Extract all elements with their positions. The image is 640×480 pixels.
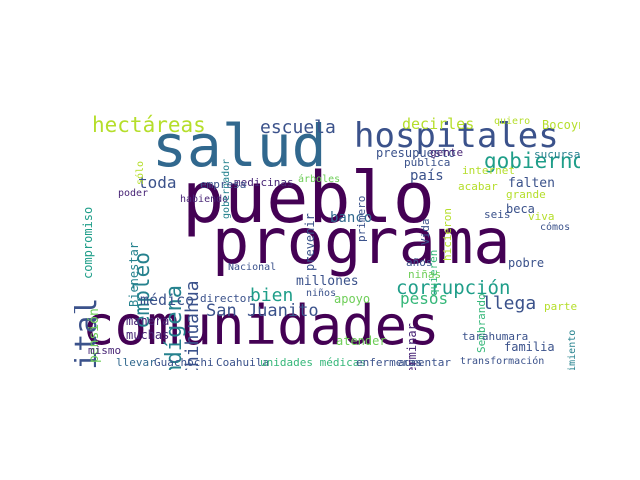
cloud-word: internet	[462, 164, 515, 177]
cloud-word: sucursales	[534, 148, 580, 161]
cloud-word: pueblo	[182, 157, 435, 239]
cloud-word: mantenimiento	[567, 329, 578, 370]
cloud-word: prevenir	[303, 213, 317, 271]
cloud-word: tarahumara	[462, 330, 529, 343]
cloud-word: llega	[482, 293, 537, 314]
cloud-word: Vida	[419, 218, 432, 246]
cloud-word: banco	[330, 210, 373, 226]
cloud-word: compromiso	[81, 206, 95, 279]
cloud-word: llevar	[116, 356, 156, 369]
cloud-word: Guachochi	[154, 356, 214, 369]
cloud-word: San Juanito	[206, 301, 319, 321]
cloud-word: Sembrando	[475, 292, 488, 353]
word-cloud: pueblo programa comunidades salud hospitales…	[74, 107, 580, 370]
cloud-word: poder	[118, 188, 149, 199]
cloud-word: decirles	[402, 115, 475, 133]
cloud-word: grande	[506, 188, 546, 201]
cloud-word: primero	[355, 195, 368, 242]
cloud-word: pobre	[508, 256, 545, 270]
cloud-word: niños	[306, 288, 337, 299]
cloud-word: terminar	[405, 323, 419, 370]
cloud-word: beca	[506, 202, 535, 216]
cloud-word: empresa	[200, 178, 247, 191]
cloud-word: atender	[336, 334, 387, 348]
cloud-word: Bienestar	[127, 241, 141, 307]
cloud-word: pública	[404, 156, 451, 169]
cloud-word: hicieron	[441, 208, 454, 261]
cloud-word: parte	[544, 300, 578, 313]
cloud-word: apoyo	[334, 292, 371, 306]
cloud-word: cómos	[540, 222, 571, 233]
cloud-word: árboles	[298, 174, 341, 185]
cloud-word: corrupción	[396, 277, 511, 299]
cloud-word: sólo	[135, 160, 146, 185]
cloud-word: niñas	[408, 268, 442, 281]
cloud-word: director	[200, 292, 253, 305]
cloud-word: gente	[430, 146, 464, 159]
cloud-word: país	[410, 168, 444, 184]
cloud-word: programa	[212, 205, 511, 278]
cloud-word: viva	[528, 210, 555, 223]
cloud-word: muchas	[126, 328, 170, 342]
cloud-word: escuela	[260, 117, 336, 138]
cloud-word: años	[406, 256, 433, 269]
cloud-word: enfermeras	[356, 356, 423, 369]
cloud-word: acabar	[458, 180, 498, 193]
cloud-word: toda	[138, 173, 177, 192]
cloud-word: millones	[296, 274, 359, 289]
cloud-word: pesos	[400, 289, 449, 308]
cloud-word: familia	[504, 340, 555, 354]
cloud-word: quiero	[494, 116, 531, 127]
cloud-word: médico	[140, 291, 195, 309]
cloud-word: hectáreas	[92, 113, 206, 137]
cloud-word: seis	[484, 208, 511, 221]
cloud-word: Coahuila	[216, 356, 269, 369]
cloud-word: falten	[508, 176, 555, 191]
cloud-word: aumentar	[398, 356, 451, 369]
cloud-word: gobernador	[221, 158, 232, 219]
cloud-word: bien	[250, 285, 294, 306]
cloud-word: hospitales	[354, 116, 559, 156]
cloud-word: presupuesto	[376, 146, 456, 160]
cloud-word: habiendo	[180, 194, 229, 205]
cloud-word: unidades médicas	[260, 356, 366, 369]
cloud-word: mismo	[88, 344, 122, 357]
cloud-word: transformación	[460, 356, 545, 367]
cloud-word: salud	[152, 112, 327, 180]
cloud-word: Nacional	[228, 262, 277, 273]
cloud-word: manera	[126, 314, 170, 328]
cloud-word: Bocoyna	[542, 118, 580, 132]
cloud-word: comunidades	[82, 294, 440, 357]
cloud-word: gobierno	[484, 149, 580, 173]
cloud-word: medicinas	[234, 176, 294, 189]
